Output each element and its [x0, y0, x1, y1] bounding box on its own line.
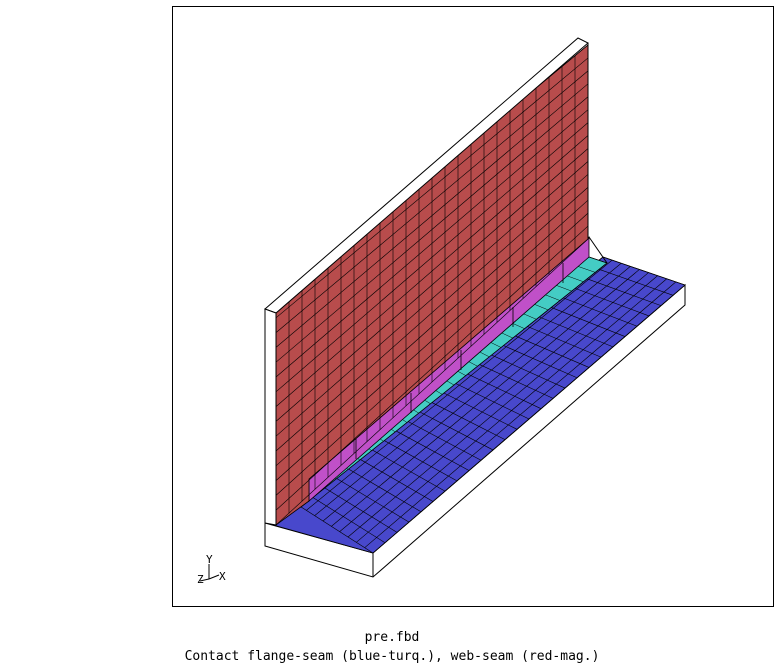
- web-mesh-line: [275, 96, 589, 363]
- flange-mesh-line: [567, 285, 650, 317]
- flange-mesh-line: [473, 361, 554, 399]
- flange-mesh-line: [333, 476, 410, 523]
- flange-mesh-line: [372, 284, 686, 554]
- flange-mesh-line: [497, 342, 578, 379]
- flange-seam-mesh-line: [577, 265, 596, 273]
- flange-mesh-line: [509, 333, 590, 368]
- flange-mesh-line: [321, 485, 398, 533]
- flange-mesh-line: [415, 409, 494, 451]
- flange-mesh-line: [309, 495, 386, 543]
- axis-z-label: Z: [197, 573, 204, 586]
- flange-mesh-line: [347, 275, 658, 538]
- web-mesh-line: [275, 174, 589, 452]
- axis-x-label: X: [219, 570, 226, 583]
- web-mesh-line: [275, 122, 589, 393]
- flange-mesh-line: [579, 275, 662, 306]
- flange-mesh-line: [544, 304, 626, 337]
- flange-mesh-line: [331, 269, 640, 527]
- web-mesh-line: [275, 83, 589, 348]
- flange-mesh-line: [532, 313, 614, 348]
- model-description: Contact flange-seam (blue-turq.), web-se…: [184, 649, 600, 664]
- web-mesh-line: [275, 109, 589, 378]
- web-mesh-line: [275, 199, 589, 481]
- flange-mesh-line: [379, 437, 458, 482]
- flange-mesh-line: [306, 259, 613, 511]
- model-view[interactable]: Y Z X: [173, 7, 775, 608]
- flange-mesh-line: [322, 266, 631, 522]
- flange-mesh-line: [339, 272, 649, 532]
- flange-mesh-line: [364, 281, 677, 548]
- flange-mesh-line: [555, 294, 638, 327]
- flange-mesh-line: [344, 466, 422, 513]
- flange-mesh-line: [403, 418, 482, 461]
- web-mesh-line: [275, 57, 589, 319]
- axis-triad: Y Z X: [197, 553, 226, 586]
- flange-mesh-line: [314, 262, 622, 516]
- web-mesh-line: [275, 135, 589, 407]
- file-name: pre.fbd: [364, 630, 420, 645]
- flange-mesh-line: [391, 428, 470, 471]
- flange-mesh-line: [462, 371, 542, 409]
- flange-mesh-line: [485, 352, 566, 389]
- flange-mesh-line: [438, 390, 518, 430]
- web-mesh-line: [275, 161, 589, 437]
- web-mesh-line: [275, 70, 589, 333]
- web-mesh-line: [275, 148, 589, 422]
- flange-mesh-line: [602, 256, 686, 286]
- flange-mesh-line: [426, 399, 506, 440]
- flange-mesh-line: [356, 457, 434, 502]
- flange-seam-mesh-line: [588, 256, 608, 264]
- flange-mesh-line: [520, 323, 602, 358]
- flange-mesh-line: [356, 278, 667, 543]
- flange-mesh-line: [368, 447, 446, 492]
- flange-mesh-line: [297, 504, 374, 554]
- web-mesh-line: [275, 238, 589, 526]
- web-plate-outline: [264, 37, 589, 526]
- seam-fillet-line: [588, 236, 608, 264]
- web-left-edge: [264, 308, 277, 526]
- flange-mesh-line: [591, 266, 674, 296]
- web-mesh-line: [275, 212, 589, 496]
- flange-seam-mesh-line: [554, 284, 572, 292]
- flange-mesh-line: [450, 380, 530, 420]
- graphics-viewport[interactable]: Y Z X: [172, 6, 774, 607]
- web-mesh-line: [275, 187, 589, 467]
- flange-seam-mesh-line: [565, 275, 584, 283]
- web-mesh-line: [275, 225, 589, 511]
- axis-y-label: Y: [206, 553, 213, 566]
